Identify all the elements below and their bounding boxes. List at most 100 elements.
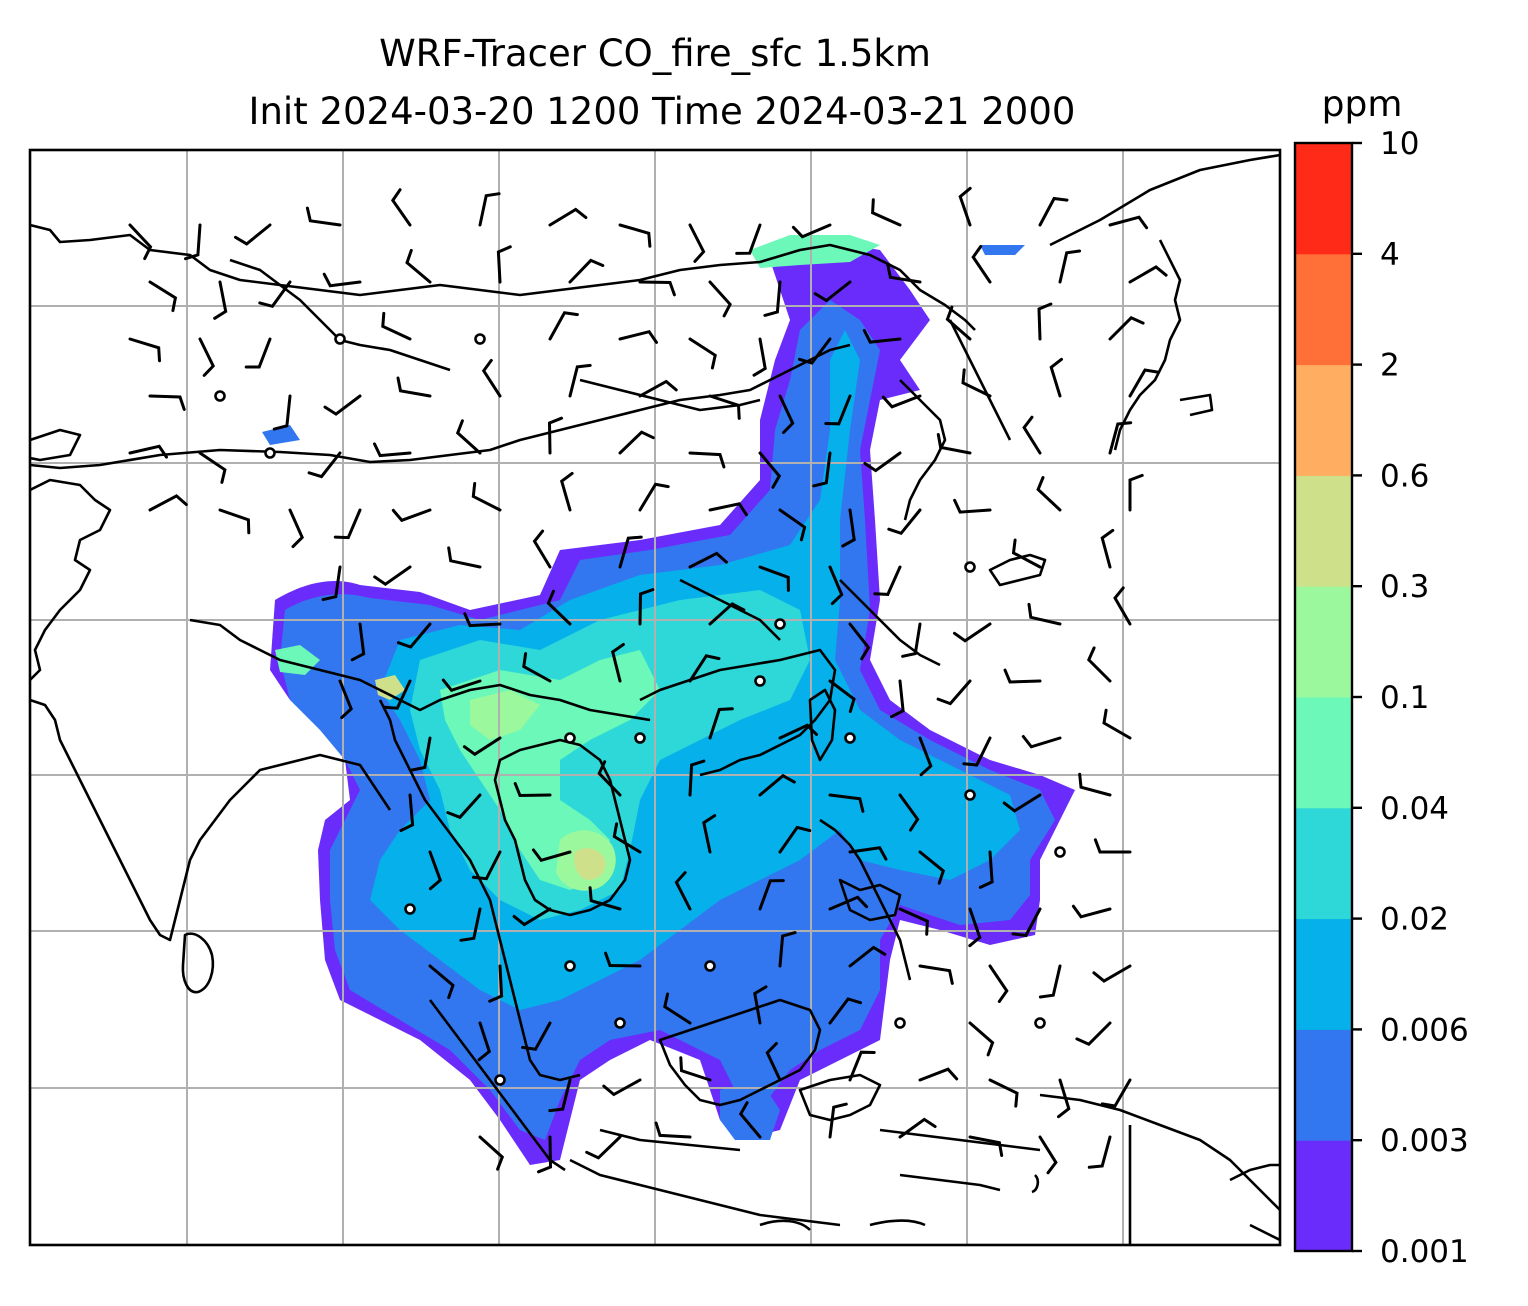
colorbar-segment-0.001 (1295, 1140, 1352, 1252)
wind-barb (390, 188, 412, 227)
wind-barb (848, 846, 888, 861)
wind-barb (198, 451, 227, 484)
wind-barb (618, 329, 658, 344)
wind-barb (638, 379, 678, 398)
wind-barb (1108, 421, 1133, 455)
wind-barb (863, 451, 902, 473)
wind-barb (512, 907, 552, 927)
wind-barb (447, 546, 482, 569)
wind-barb (886, 263, 922, 284)
calm-wind-marker (964, 561, 976, 573)
tracer-patch-northwest (262, 425, 300, 445)
wind-barb (568, 363, 592, 398)
wind-barb (463, 612, 502, 628)
wind-barb (798, 337, 832, 365)
wind-barb (918, 736, 933, 777)
wind-barb (778, 723, 818, 740)
wind-barb (148, 280, 178, 313)
colorbar-segment-0.006 (1295, 918, 1352, 1030)
calm-wind-marker (634, 732, 646, 744)
wind-barb (953, 622, 992, 643)
colorbar-segment-0.003 (1295, 1029, 1352, 1141)
wind-barb (128, 444, 168, 459)
wind-barb (381, 311, 412, 341)
wind-barb (848, 1050, 876, 1082)
wind-barb (1128, 265, 1168, 284)
wind-barb (961, 368, 992, 398)
wind-barb (396, 622, 432, 649)
colorbar-tick-label: 0.3 (1380, 569, 1429, 605)
colorbar-tick-label: 0.006 (1380, 1012, 1469, 1048)
calm-wind-marker (264, 447, 276, 459)
wind-barb (1049, 357, 1063, 398)
wind-barb (708, 602, 746, 626)
wind-barb (321, 565, 342, 602)
colorbar-segment-4 (1295, 143, 1352, 255)
wind-barb (548, 1078, 572, 1113)
wind-barb (559, 471, 574, 512)
wind-barb (428, 850, 443, 891)
wind-barb (848, 622, 871, 661)
wind-barb (307, 451, 342, 479)
wind-barb (481, 358, 502, 398)
wind-barb (1092, 964, 1132, 983)
tracer-level-0.3 (574, 848, 606, 880)
wind-barb (1037, 302, 1053, 341)
wind-barb (323, 394, 362, 416)
wind-barb (218, 508, 251, 535)
wind-barb (522, 652, 552, 683)
colorbar-segments (1295, 143, 1352, 1252)
wind-barb (871, 198, 902, 227)
wind-barb (758, 879, 785, 911)
wind-barb (890, 679, 905, 719)
calm-wind-marker (704, 960, 716, 972)
calm-wind-marker (474, 333, 486, 345)
wind-barb (753, 985, 768, 1025)
wind-barb (1100, 1078, 1132, 1108)
wind-barb (1128, 473, 1144, 512)
calm-wind-marker (1034, 1017, 1046, 1029)
calm-wind-marker (564, 960, 576, 972)
tracer-level-0.1-north (470, 690, 540, 740)
wind-barb (513, 782, 552, 798)
wind-barb (128, 223, 153, 261)
colorbar-tick-label: 0.003 (1380, 1123, 1469, 1159)
wind-barb (373, 442, 412, 458)
wind-barb (546, 589, 572, 626)
wind-barb (968, 907, 982, 948)
coastlines (30, 153, 1280, 1245)
wind-barb (638, 280, 676, 297)
wind-barb (824, 394, 852, 426)
title-line-2: Init 2024-03-20 1200 Time 2024-03-21 200… (249, 90, 1076, 133)
wind-barb (901, 622, 922, 658)
wind-barb (688, 223, 706, 263)
wind-barb (305, 206, 342, 227)
wind-barb (597, 760, 622, 797)
wind-barb (1108, 215, 1149, 230)
wind-barb (791, 223, 832, 239)
colorbar-tick-label: 0.001 (1380, 1234, 1469, 1270)
colorbar: 0.001 0.003 0.006 0.02 0.04 0.1 0.3 0.6 2 4 10 ppm (1293, 84, 1469, 1270)
tracer-level-0.3-west (375, 675, 405, 700)
calm-wind-markers (214, 333, 1066, 1086)
wind-barb (812, 451, 832, 488)
wind-barb (1078, 772, 1112, 797)
wind-barb (638, 588, 655, 626)
wind-barb (462, 736, 502, 757)
wind-barb (763, 280, 782, 317)
wind-barb (663, 992, 692, 1025)
wind-barb (1021, 735, 1062, 749)
wind-barb (918, 1067, 959, 1082)
wind-barb (568, 258, 605, 284)
wind-barb (459, 907, 482, 942)
wind-barb (1038, 1135, 1058, 1175)
wind-barb (708, 280, 732, 318)
wind-barb (708, 502, 748, 517)
wind-barb (971, 245, 992, 284)
wind-barb (618, 223, 652, 248)
wind-barb (898, 907, 929, 936)
calm-wind-marker (494, 1074, 506, 1086)
wind-barb (338, 679, 353, 720)
wind-barb (1071, 904, 1112, 919)
wind-barb (148, 394, 186, 411)
